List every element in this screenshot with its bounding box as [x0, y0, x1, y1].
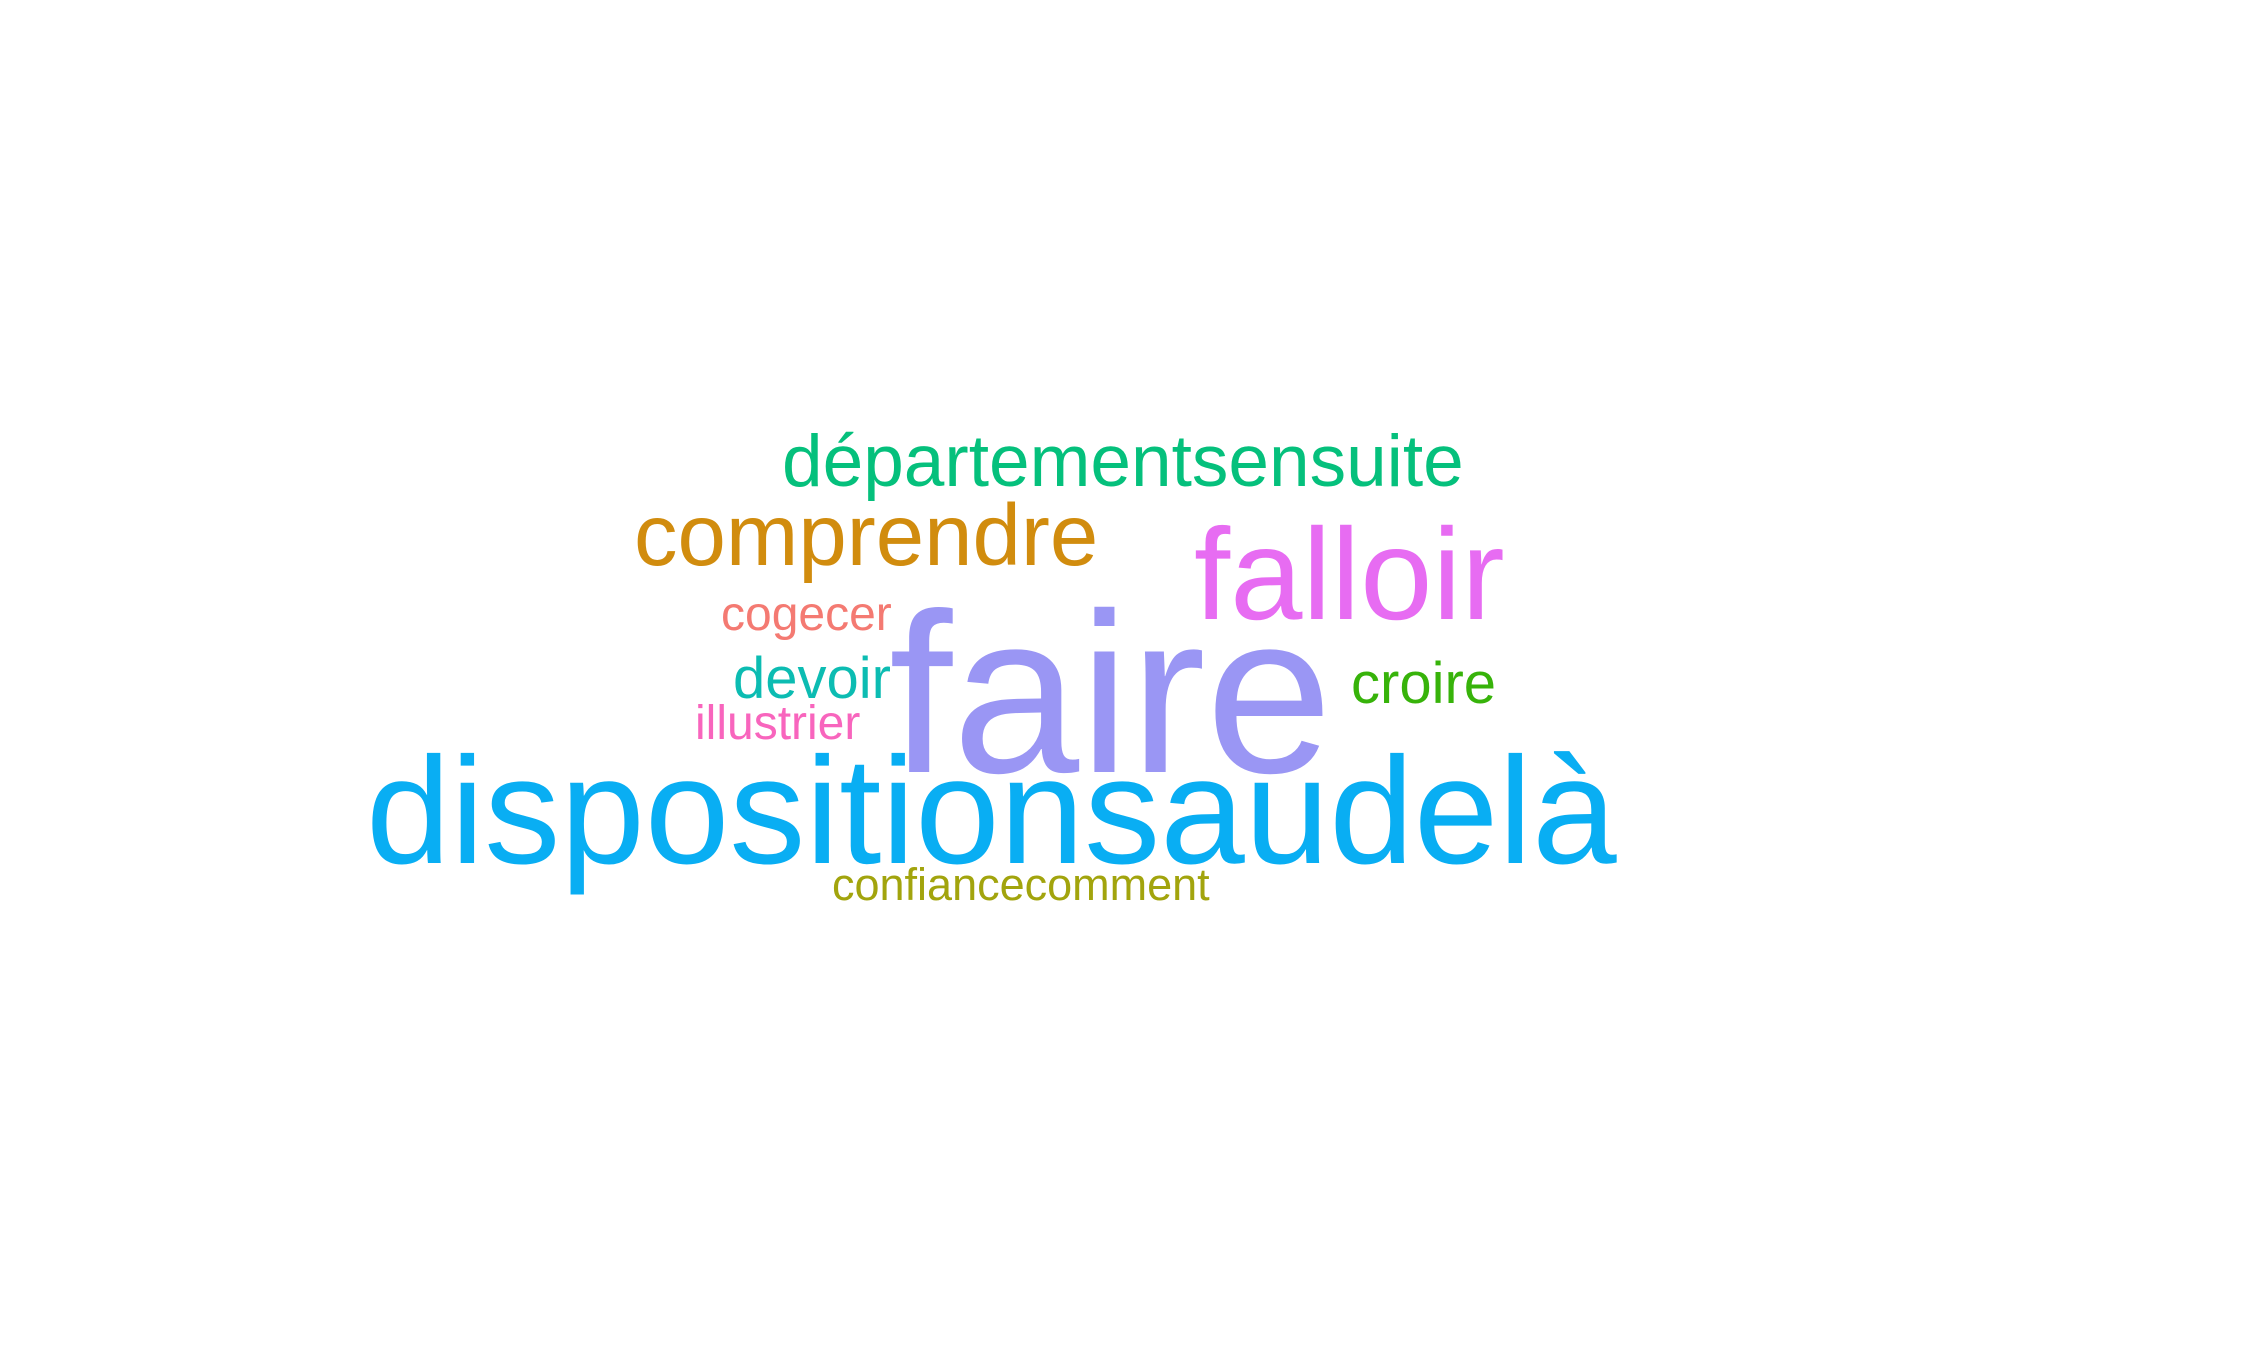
word-faire: faire	[889, 567, 1333, 821]
word-confiancecomment: confiancecomment	[832, 859, 1210, 910]
word-departementsensuite: départementsensuite	[782, 421, 1464, 502]
word-comprendre: comprendre	[634, 487, 1099, 584]
word-illustrier: illustrier	[695, 697, 861, 750]
word-croire: croire	[1351, 651, 1497, 716]
word-devoir: devoir	[733, 646, 891, 711]
word-dispositionsaudela: dispositionsaudelà	[366, 726, 1617, 896]
word-falloir: falloir	[1194, 501, 1505, 647]
word-cogecer: cogecer	[721, 588, 892, 641]
